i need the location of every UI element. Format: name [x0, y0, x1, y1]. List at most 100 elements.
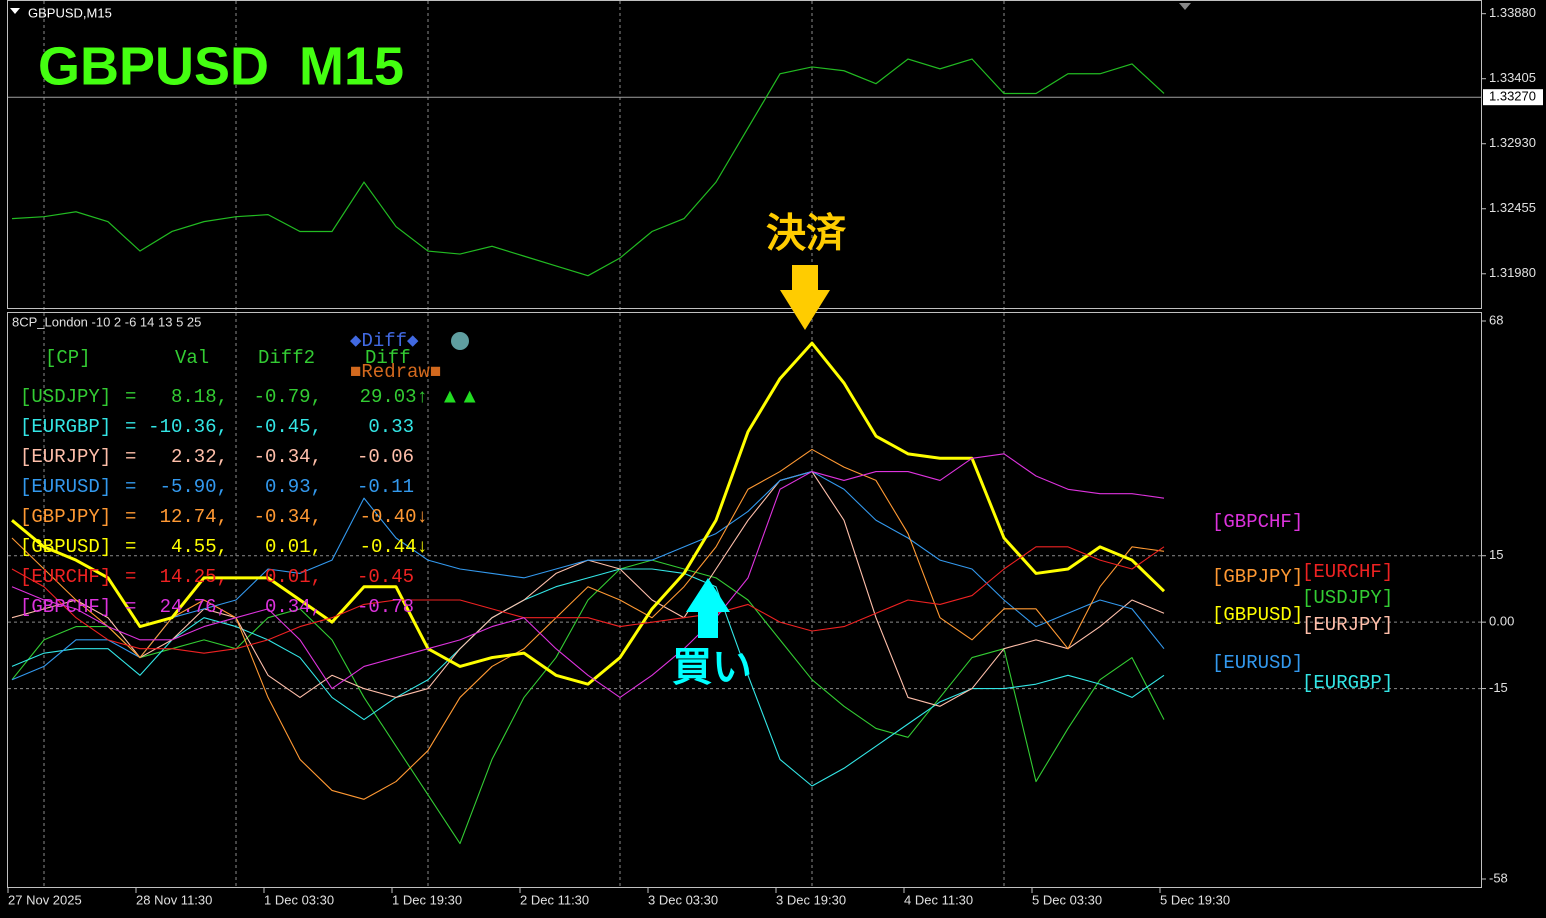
line-layer	[11, 58, 1166, 845]
table-cell: -0.45	[357, 566, 414, 588]
table-cell: =	[125, 596, 136, 618]
y-tick-label: -15	[1489, 680, 1508, 695]
table-header: Val	[175, 347, 209, 369]
row-name: [GBPJPY]	[20, 506, 111, 528]
row-name: [EURUSD]	[20, 476, 111, 498]
table-cell: 4.55,	[171, 536, 228, 558]
buy-arrow	[686, 578, 730, 638]
table-cell: -0.34,	[254, 446, 322, 468]
table-cell: -5.90,	[160, 476, 228, 498]
button[interactable]: ■Redraw■	[350, 361, 441, 383]
row-name: [GBPCHF]	[20, 596, 111, 618]
current-price-box	[1483, 89, 1543, 106]
table-header: Diff2	[258, 347, 315, 369]
bottom-pane-frame	[7, 312, 1482, 888]
button-dot[interactable]	[451, 332, 469, 350]
y-tick-label: 1.33880	[1489, 5, 1536, 20]
exit-arrow	[780, 265, 830, 330]
y-tick-label: 1.33405	[1489, 70, 1536, 85]
row-name: [EURJPY]	[20, 446, 111, 468]
table-cell: -0.44↓	[360, 536, 428, 558]
table-cell: 29.03↑	[360, 386, 428, 408]
table-cell: 14.25,	[160, 566, 228, 588]
scroll-marker	[1179, 3, 1191, 10]
x-tick-label: 5 Dec 19:30	[1160, 892, 1230, 907]
y-tick-label: 0.00	[1489, 614, 1514, 629]
table-cell: 0.01,	[265, 566, 322, 588]
legend-label: [EURGBP]	[1302, 672, 1393, 694]
x-tick-label: 27 Nov 2025	[8, 892, 82, 907]
y-tick-label: -58	[1489, 870, 1508, 885]
table-cell: -0.11	[357, 476, 414, 498]
row-name: [EURGBP]	[20, 416, 111, 438]
legend-label: [EURUSD]	[1212, 652, 1303, 674]
grid-layer	[7, 1, 1543, 893]
x-tick-label: 1 Dec 03:30	[264, 892, 334, 907]
text-layer: 1.33880 1.33405 1.32930 1.32455 1.31980 68 15 0…	[8, 5, 1536, 907]
table-cell: 0.34,	[265, 596, 322, 618]
table-cell: 2.32,	[171, 446, 228, 468]
y-tick-label: 68	[1489, 312, 1503, 327]
heading: GBPUSD M15	[38, 36, 404, 96]
table-cell: 0.93,	[265, 476, 322, 498]
table-cell: =	[125, 566, 136, 588]
price-line	[11, 58, 1165, 277]
annotation: 買い	[672, 646, 752, 690]
current-price-label: 1.33270	[1489, 89, 1536, 104]
indicator-title: 8CP_London -10 2 -6 14 13 5 25	[12, 314, 201, 329]
table-cell: =	[125, 416, 136, 438]
row-name: [EURCHF]	[20, 566, 111, 588]
x-tick-label: 28 Nov 11:30	[136, 892, 212, 907]
y-tick-label: 1.32930	[1489, 135, 1536, 150]
table-cell: -0.45,	[254, 416, 322, 438]
legend-label: [GBPUSD]	[1212, 604, 1303, 626]
row-name: [GBPUSD]	[20, 536, 111, 558]
y-tick-label: 15	[1489, 547, 1503, 562]
table-cell: 12.74,	[160, 506, 228, 528]
table-header: Diff	[365, 347, 411, 369]
table-cell: 24.76,	[160, 596, 228, 618]
x-tick-label: 3 Dec 03:30	[648, 892, 718, 907]
x-tick-label: 4 Dec 11:30	[904, 892, 973, 907]
table-header: [CP]	[45, 347, 91, 369]
table-cell: =	[125, 536, 136, 558]
x-tick-label: 3 Dec 19:30	[776, 892, 846, 907]
table-cell: 8.18,	[171, 386, 228, 408]
series-line	[11, 546, 1165, 654]
series-line	[11, 453, 1165, 698]
legend-label: [GBPJPY]	[1212, 566, 1303, 588]
row-name: [USDJPY]	[20, 386, 111, 408]
legend-label: [GBPCHF]	[1212, 511, 1303, 533]
table-cell: 0.01,	[265, 536, 322, 558]
top-title: GBPUSD,M15	[28, 5, 112, 20]
legend-label: [EURJPY]	[1302, 614, 1393, 636]
x-tick-label: 2 Dec 11:30	[520, 892, 589, 907]
table-cell: -0.34,	[254, 506, 322, 528]
table-cell: -0.79,	[254, 386, 322, 408]
top-pane-frame	[7, 0, 1482, 309]
menu-triangle[interactable]	[10, 8, 20, 14]
series-line	[11, 559, 1165, 845]
series-line	[11, 471, 1165, 681]
table-cell: 0.33	[368, 416, 414, 438]
table-cell: =	[125, 386, 136, 408]
x-tick-label: 5 Dec 03:30	[1032, 892, 1102, 907]
table-cell: =	[125, 476, 136, 498]
series-line	[11, 448, 1165, 800]
signal: ▲▲	[440, 385, 480, 407]
y-tick-label: 1.31980	[1489, 265, 1536, 280]
annotation: 決済	[766, 212, 847, 256]
y-tick-label: 1.32455	[1489, 200, 1536, 215]
button[interactable]: ◆Diff◆	[350, 330, 419, 352]
table-cell: =	[125, 446, 136, 468]
legend-label: [EURCHF]	[1302, 561, 1393, 583]
x-tick-label: 1 Dec 19:30	[392, 892, 462, 907]
table-cell: -0.06	[357, 446, 414, 468]
table-cell: -0.78	[357, 596, 414, 618]
table-cell: =	[125, 506, 136, 528]
legend-label: [USDJPY]	[1302, 587, 1393, 609]
table-cell: -10.36,	[148, 416, 228, 438]
